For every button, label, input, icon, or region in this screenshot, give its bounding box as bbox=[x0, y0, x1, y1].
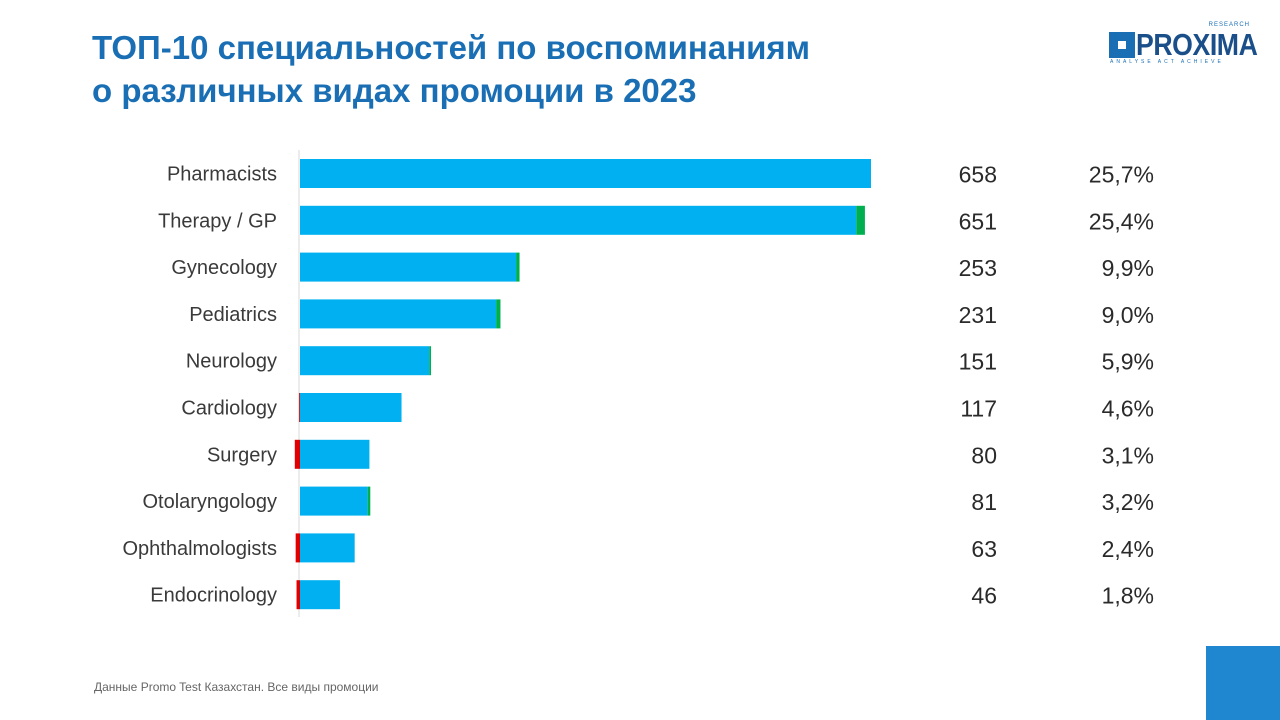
share-label: 4,6% bbox=[1102, 396, 1154, 422]
category-label: Cardiology bbox=[181, 398, 277, 420]
share-label: 3,2% bbox=[1102, 489, 1154, 515]
category-label: Endocrinology bbox=[150, 585, 277, 607]
logo-square-icon bbox=[1109, 32, 1135, 58]
share-label: 1,8% bbox=[1102, 583, 1154, 609]
source-footnote: Данные Promo Test Казахстан. Все виды пр… bbox=[94, 680, 379, 694]
share-label: 3,1% bbox=[1102, 442, 1154, 468]
value-label: 658 bbox=[959, 162, 997, 188]
bar-decrease-segment bbox=[299, 393, 300, 422]
bar-decrease-segment bbox=[294, 439, 300, 469]
category-label: Otolaryngology bbox=[142, 491, 277, 513]
bar bbox=[300, 346, 430, 376]
logo-wordmark: PROXIMA bbox=[1136, 27, 1258, 62]
category-label: Therapy / GP bbox=[158, 210, 277, 232]
value-label: 81 bbox=[971, 489, 997, 515]
value-label: 117 bbox=[960, 396, 997, 422]
bar bbox=[300, 252, 517, 282]
bar-increase-segment bbox=[429, 346, 432, 376]
title-line-2: о различных видах промоции в 2023 bbox=[92, 72, 697, 109]
category-label: Gynecology bbox=[171, 257, 277, 279]
bar bbox=[300, 393, 402, 422]
share-label: 2,4% bbox=[1102, 536, 1154, 562]
value-label: 63 bbox=[971, 536, 997, 562]
bar-increase-segment bbox=[367, 486, 371, 516]
bar-increase-segment bbox=[496, 299, 501, 329]
category-label: Neurology bbox=[186, 351, 277, 373]
bar bbox=[300, 533, 355, 563]
bar bbox=[300, 580, 340, 610]
bar bbox=[300, 299, 497, 329]
value-label: 80 bbox=[971, 442, 997, 468]
value-label: 151 bbox=[959, 349, 997, 375]
bar bbox=[300, 486, 368, 516]
bar-increase-segment bbox=[856, 205, 865, 235]
proxima-logo: PROXIMA RESEARCH ANALYSE ACT ACHIEVE bbox=[1108, 22, 1258, 68]
share-label: 25,4% bbox=[1089, 208, 1154, 234]
share-label: 5,9% bbox=[1102, 349, 1154, 375]
bar-increase-segment bbox=[516, 252, 520, 282]
value-label: 651 bbox=[959, 208, 997, 234]
share-label: 25,7% bbox=[1089, 162, 1154, 188]
page-title: ТОП-10 специальностей по воспоминаниям о… bbox=[92, 26, 810, 112]
chart-marks: Pharmacists 658 25,7% Therapy / GP 651 25,4% G… bbox=[122, 159, 1154, 610]
corner-decoration bbox=[1206, 646, 1280, 720]
title-line-1: ТОП-10 специальностей по воспоминаниям bbox=[92, 29, 811, 66]
category-label: Ophthalmologists bbox=[122, 538, 277, 560]
share-label: 9,0% bbox=[1102, 302, 1154, 328]
value-label: 46 bbox=[971, 583, 997, 609]
bar bbox=[300, 205, 857, 235]
logo-superscript: RESEARCH bbox=[1208, 22, 1250, 28]
bar bbox=[300, 159, 871, 188]
bar-decrease-segment bbox=[296, 580, 300, 610]
category-label: Surgery bbox=[207, 444, 277, 466]
value-label: 231 bbox=[959, 302, 997, 328]
value-label: 253 bbox=[959, 255, 997, 281]
category-label: Pharmacists bbox=[167, 164, 277, 186]
logo-tagline: ANALYSE ACT ACHIEVE bbox=[1110, 59, 1224, 65]
bar-decrease-segment bbox=[295, 533, 300, 563]
bar bbox=[300, 439, 370, 469]
share-label: 9,9% bbox=[1102, 255, 1154, 281]
category-label: Pediatrics bbox=[189, 304, 277, 326]
